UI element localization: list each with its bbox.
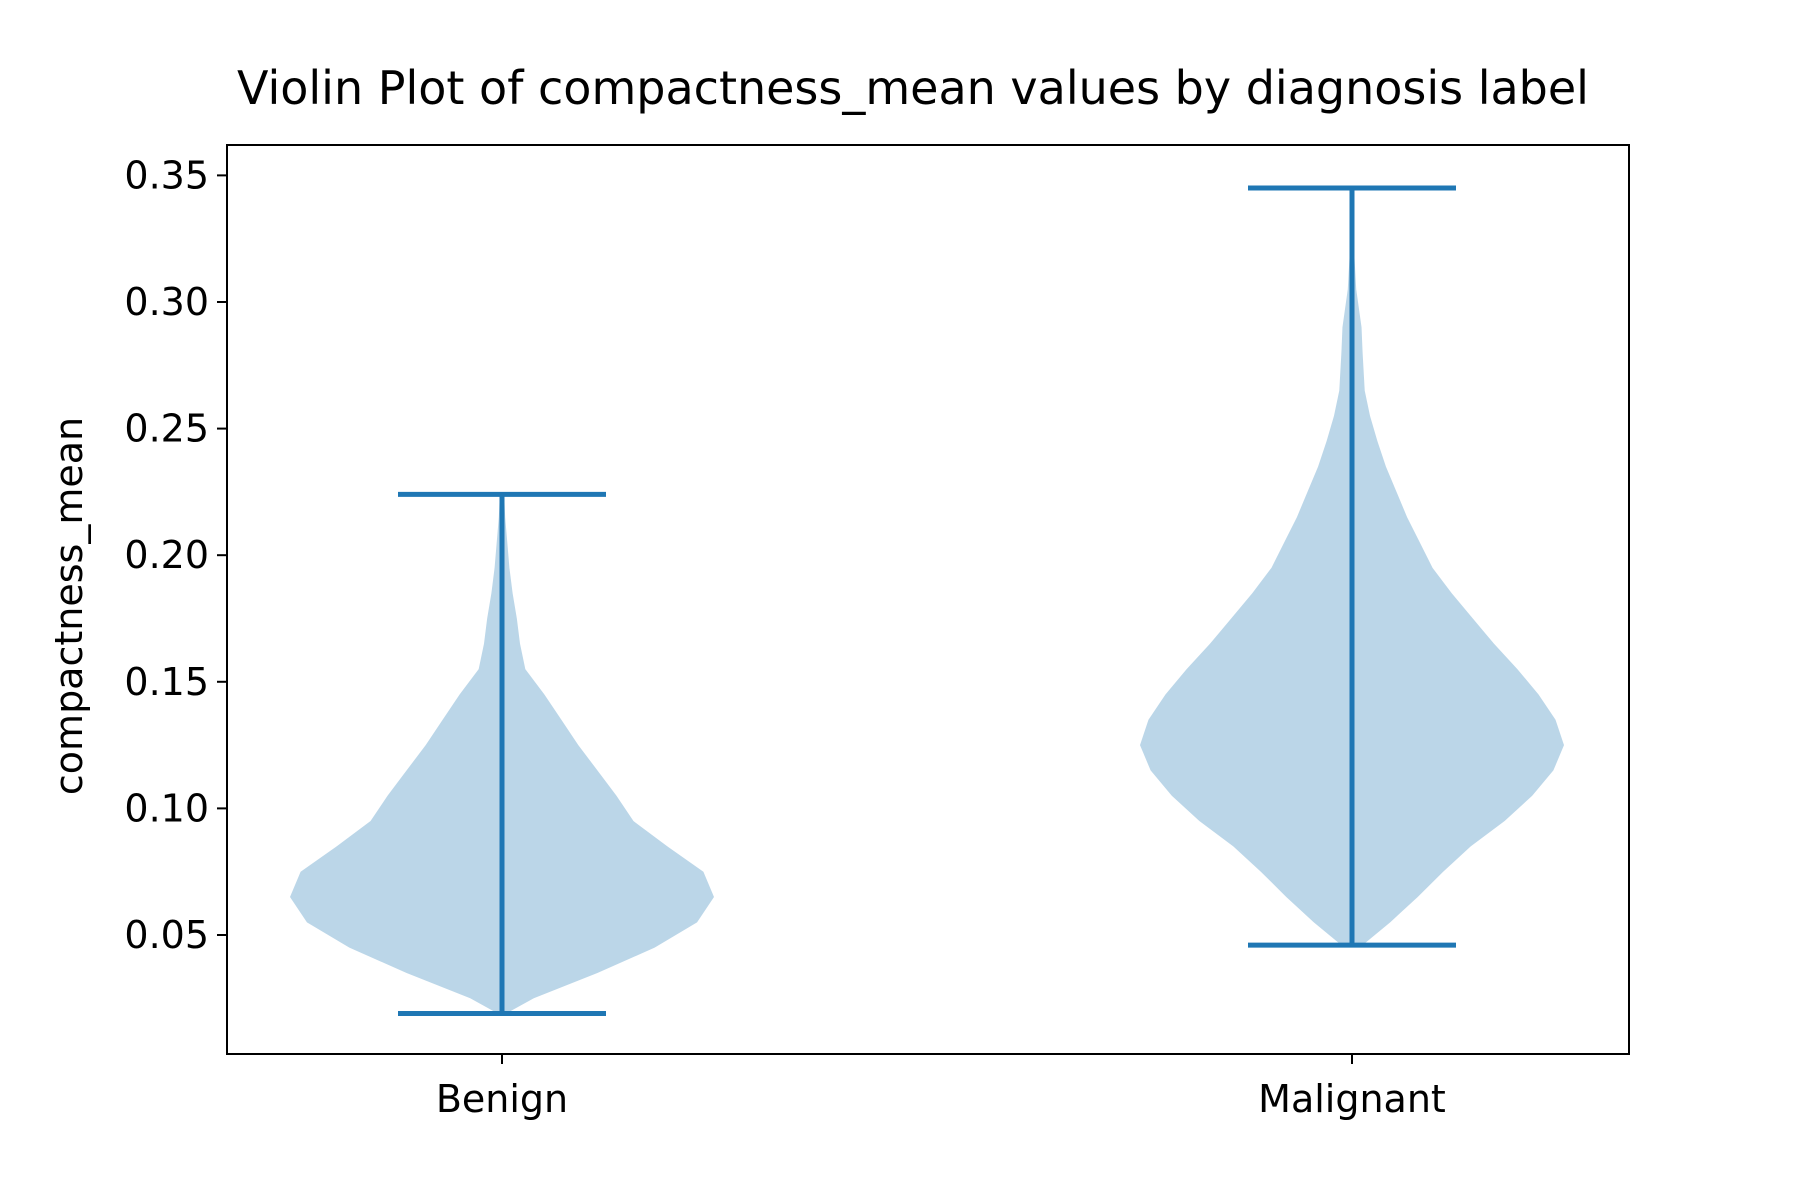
chart-title: Violin Plot of compactness_mean values b…: [237, 61, 1589, 115]
y-tick-label: 0.20: [124, 533, 209, 577]
x-tick-label: Benign: [436, 1077, 568, 1121]
y-tick-label: 0.05: [124, 913, 209, 957]
y-tick-label: 0.25: [124, 407, 209, 451]
x-axis: Benign Malignant: [436, 1054, 1446, 1121]
y-tick-label: 0.15: [124, 660, 209, 704]
y-axis: 0.05 0.10 0.15 0.20 0.25 0.30 0.35: [124, 153, 227, 957]
y-tick-label: 0.10: [124, 786, 209, 830]
x-tick-label: Malignant: [1258, 1077, 1446, 1121]
plot-area: [226, 144, 1630, 1055]
y-tick-label: 0.35: [124, 153, 209, 197]
y-axis-label: compactness_mean: [47, 417, 91, 795]
y-tick-label: 0.30: [124, 280, 209, 324]
plot-frame: [226, 144, 1630, 1055]
